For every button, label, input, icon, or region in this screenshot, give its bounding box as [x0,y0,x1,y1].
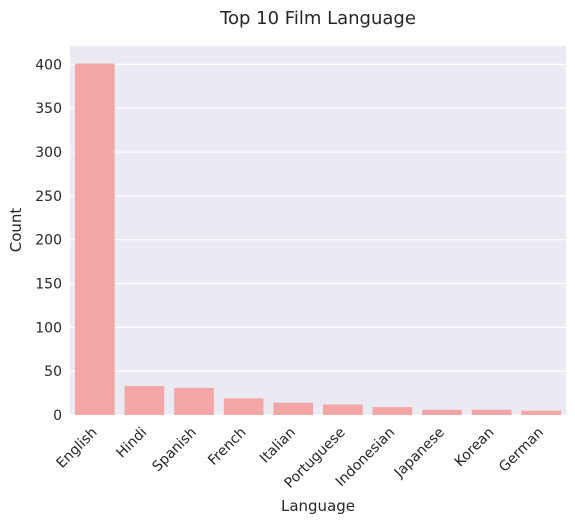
bar-spanish [174,387,214,415]
y-axis-ticks: 0 50 100 150 200 250 300 350 400 [35,57,62,424]
y-tick-label: 0 [53,408,62,424]
x-tick-label-japanese: Japanese [391,425,448,482]
y-tick-label: 100 [35,320,62,336]
chart-title: Top 10 Film Language [219,8,416,29]
bar-korean [471,409,512,415]
bar-portuguese [322,404,363,415]
bar-hindi [124,386,165,415]
x-axis-ticks: English Hindi Spanish French ItalianPortugue… [54,425,547,492]
x-tick-label-italian: Italian [257,425,299,467]
bars [74,63,562,415]
grid-lines [70,63,566,416]
y-tick-label: 300 [35,145,62,161]
x-tick-label-hindi: Hindi [113,425,150,462]
plot-area [70,46,566,415]
bar-english [74,63,115,415]
y-tick-label: 250 [35,189,62,205]
y-axis-label: Count [7,208,25,253]
bar-french [223,398,264,415]
x-tick-label-spanish: Spanish [149,425,199,475]
bar-japanese [422,409,462,415]
bar-german [521,410,562,415]
x-axis-label: Language [281,497,355,515]
y-tick-label: 50 [44,364,62,380]
bar-italian [273,402,314,415]
x-tick-label-german: German [496,425,547,476]
x-tick-label-english: English [54,425,101,472]
y-tick-label: 200 [35,233,62,249]
y-tick-label: 400 [35,57,62,73]
bar-indonesian [372,407,413,415]
x-tick-label-korean: Korean [452,425,498,471]
y-tick-label: 350 [35,101,62,117]
y-tick-label: 150 [35,277,62,293]
x-tick-label-french: French [205,425,249,469]
